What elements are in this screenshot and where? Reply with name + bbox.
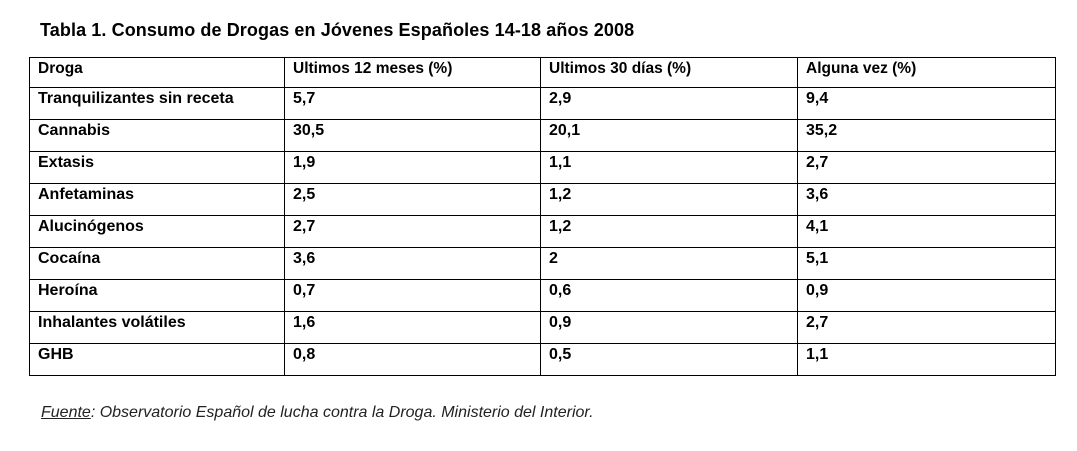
drug-name-cell: Cocaína xyxy=(29,247,285,280)
value-cell: 0,6 xyxy=(540,279,798,312)
table-row: Alucinógenos 2,7 1,2 4,1 xyxy=(29,215,1056,248)
table-row: Cannabis 30,5 20,1 35,2 xyxy=(29,119,1056,152)
value-cell: 0,8 xyxy=(284,343,541,376)
value-cell: 1,1 xyxy=(540,151,798,184)
table-header-row: Droga Ultimos 12 meses (%) Ultimos 30 dí… xyxy=(29,57,1056,88)
header-cell-12-meses: Ultimos 12 meses (%) xyxy=(284,57,541,88)
drug-consumption-table: Droga Ultimos 12 meses (%) Ultimos 30 dí… xyxy=(29,57,1056,376)
value-cell: 1,2 xyxy=(540,183,798,216)
table-row: Extasis 1,9 1,1 2,7 xyxy=(29,151,1056,184)
header-cell-droga: Droga xyxy=(29,57,285,88)
drug-name-cell: Cannabis xyxy=(29,119,285,152)
table-title: Tabla 1. Consumo de Drogas en Jóvenes Es… xyxy=(40,20,635,40)
table-row: GHB 0,8 0,5 1,1 xyxy=(29,343,1056,376)
drug-name-cell: Extasis xyxy=(29,151,285,184)
value-cell: 5,7 xyxy=(284,87,541,120)
drug-name-cell: Heroína xyxy=(29,279,285,312)
value-cell: 4,1 xyxy=(797,215,1056,248)
value-cell: 35,2 xyxy=(797,119,1056,152)
table-row: Cocaína 3,6 2 5,1 xyxy=(29,247,1056,280)
value-cell: 0,5 xyxy=(540,343,798,376)
header-cell-alguna-vez: Alguna vez (%) xyxy=(797,57,1056,88)
table-row: Inhalantes volátiles 1,6 0,9 2,7 xyxy=(29,311,1056,344)
value-cell: 1,1 xyxy=(797,343,1056,376)
table-row: Anfetaminas 2,5 1,2 3,6 xyxy=(29,183,1056,216)
value-cell: 5,1 xyxy=(797,247,1056,280)
table-row: Heroína 0,7 0,6 0,9 xyxy=(29,279,1056,312)
value-cell: 9,4 xyxy=(797,87,1056,120)
value-cell: 0,7 xyxy=(284,279,541,312)
value-cell: 1,9 xyxy=(284,151,541,184)
value-cell: 2,9 xyxy=(540,87,798,120)
header-cell-30-dias: Ultimos 30 días (%) xyxy=(540,57,798,88)
drug-name-cell: Anfetaminas xyxy=(29,183,285,216)
drug-name-cell: Inhalantes volátiles xyxy=(29,311,285,344)
value-cell: 0,9 xyxy=(540,311,798,344)
value-cell: 3,6 xyxy=(284,247,541,280)
drug-name-cell: Alucinógenos xyxy=(29,215,285,248)
value-cell: 30,5 xyxy=(284,119,541,152)
value-cell: 2,7 xyxy=(797,311,1056,344)
value-cell: 1,2 xyxy=(540,215,798,248)
value-cell: 2,7 xyxy=(284,215,541,248)
table-row: Tranquilizantes sin receta 5,7 2,9 9,4 xyxy=(29,87,1056,120)
value-cell: 20,1 xyxy=(540,119,798,152)
value-cell: 2,5 xyxy=(284,183,541,216)
value-cell: 1,6 xyxy=(284,311,541,344)
value-cell: 0,9 xyxy=(797,279,1056,312)
value-cell: 3,6 xyxy=(797,183,1056,216)
source-text: : Observatorio Español de lucha contra l… xyxy=(90,404,594,421)
drug-name-cell: GHB xyxy=(29,343,285,376)
source-note: Fuente: Observatorio Español de lucha co… xyxy=(41,404,594,422)
drug-name-cell: Tranquilizantes sin receta xyxy=(29,87,285,120)
value-cell: 2,7 xyxy=(797,151,1056,184)
source-label: Fuente xyxy=(41,404,91,421)
value-cell: 2 xyxy=(540,247,798,280)
